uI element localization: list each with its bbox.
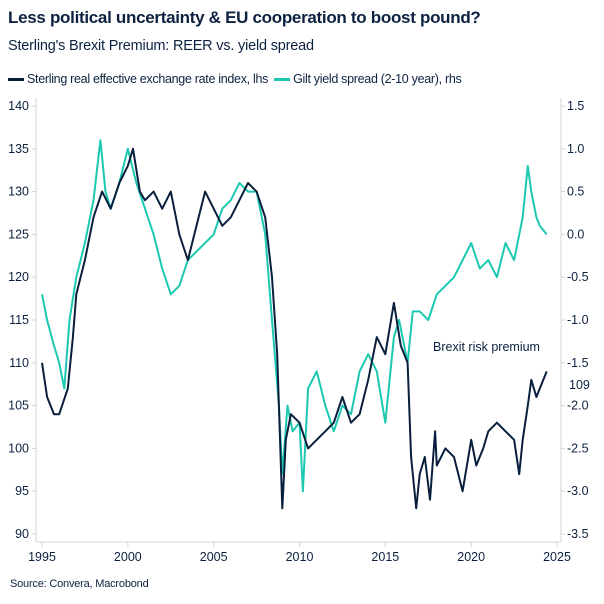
last-value-label: 109 — [569, 378, 590, 392]
chart-title: Less political uncertainty & EU cooperat… — [8, 8, 481, 27]
left-tick-label: 105 — [8, 399, 29, 413]
right-tick-label: -2.0 — [567, 399, 589, 413]
right-tick-label: 0.0 — [567, 227, 584, 241]
x-tick-label: 2025 — [543, 550, 571, 564]
left-tick-label: 125 — [8, 227, 29, 241]
reer-line — [41, 147, 548, 510]
right-tick-label: -0.5 — [567, 270, 589, 284]
left-tick-label: 135 — [8, 142, 29, 156]
right-tick-label: -1.0 — [567, 313, 589, 327]
right-tick-label: -3.5 — [567, 527, 589, 541]
right-tick-label: -3.0 — [567, 484, 589, 498]
right-tick-label: 1.5 — [567, 99, 584, 113]
right-tick-label: 0.5 — [567, 185, 584, 199]
left-tick-label: 110 — [9, 356, 29, 370]
x-tick-label: 2020 — [457, 550, 485, 564]
gilt-spread-line — [41, 139, 548, 493]
x-tick-label: 2010 — [286, 550, 314, 564]
left-tick-label: 115 — [9, 313, 29, 327]
legend-swatch-gilt — [274, 78, 291, 82]
source-note: Source: Convera, Macrobond — [10, 578, 149, 590]
left-tick-label: 120 — [8, 270, 29, 284]
x-tick-label: 1995 — [28, 550, 56, 564]
right-tick-label: -2.5 — [567, 441, 589, 455]
left-tick-label: 140 — [8, 99, 29, 113]
chart-subtitle: Sterling's Brexit Premium: REER vs. yiel… — [8, 38, 314, 54]
legend-item-gilt: Gilt yield spread (2-10 year), rhs — [274, 72, 462, 86]
right-tick-label: 1.0 — [567, 142, 584, 156]
legend: Sterling real effective exchange rate in… — [8, 72, 462, 86]
x-tick-label: 2005 — [200, 550, 228, 564]
x-tick-label: 2015 — [371, 550, 399, 564]
left-tick-label: 100 — [8, 441, 29, 455]
legend-label-gilt: Gilt yield spread (2-10 year), rhs — [293, 72, 462, 86]
legend-swatch-reer — [8, 78, 24, 82]
x-tick-label: 2000 — [114, 550, 142, 564]
right-tick-label: -1.5 — [567, 356, 589, 370]
brexit-risk-premium-annotation: Brexit risk premium — [433, 340, 540, 354]
left-tick-label: 90 — [15, 527, 29, 541]
left-tick-label: 95 — [15, 484, 29, 498]
legend-label-reer: Sterling real effective exchange rate in… — [27, 72, 269, 86]
left-tick-label: 130 — [8, 185, 29, 199]
legend-item-reer: Sterling real effective exchange rate in… — [8, 72, 268, 86]
